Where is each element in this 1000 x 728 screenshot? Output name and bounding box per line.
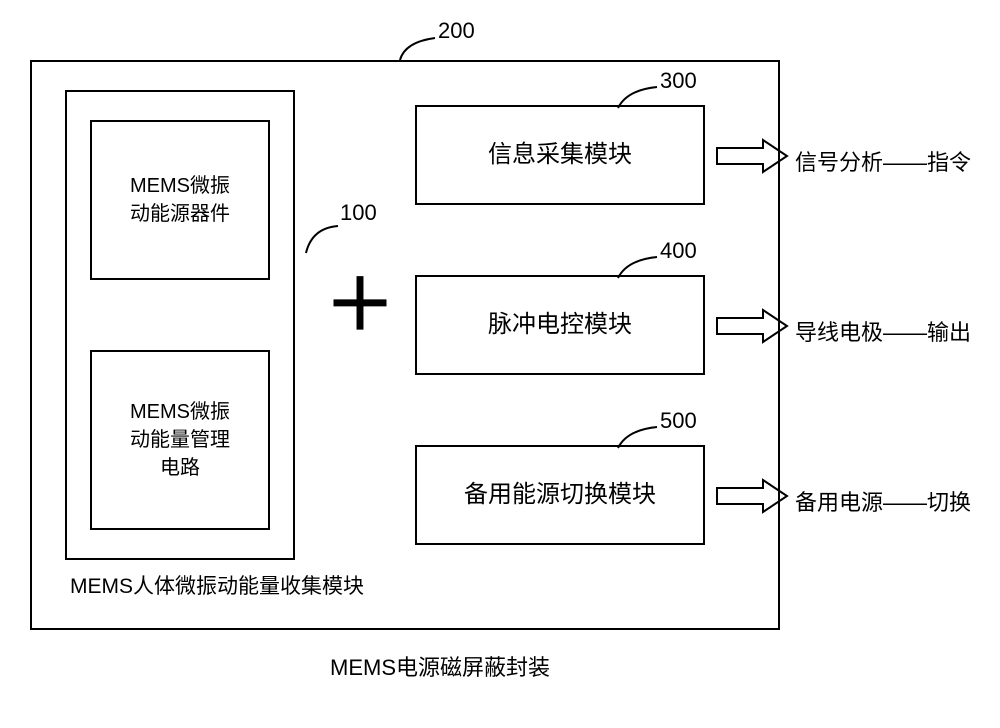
arrow-3-icon: [715, 478, 790, 514]
output-1-label: 信号分析——指令: [795, 145, 971, 177]
info-collect-module-box: 信息采集模块: [415, 105, 705, 205]
pulse-control-label: 脉冲电控模块: [488, 308, 632, 342]
output-3-label: 备用电源——切换: [795, 485, 971, 517]
outer-package-caption: MEMS电源磁屏蔽封装: [330, 650, 550, 682]
plus-icon: ＋: [325, 270, 395, 340]
backup-energy-switch-module-box: 备用能源切换模块: [415, 445, 705, 545]
info-collect-label: 信息采集模块: [488, 138, 632, 172]
ref-500-curve: [612, 420, 667, 460]
mems-energy-mgmt-circuit-box: MEMS微振 动能量管理 电路: [90, 350, 270, 530]
backup-switch-label: 备用能源切换模块: [464, 478, 656, 512]
energy-collect-caption: MEMS人体微振动能量收集模块: [70, 570, 364, 600]
arrow-2-icon: [715, 308, 790, 344]
arrow-1-icon: [715, 138, 790, 174]
mems-mgmt-label: MEMS微振 动能量管理 电路: [130, 398, 230, 482]
output-2-label: 导线电极——输出: [795, 315, 971, 347]
mems-source-label: MEMS微振 动能源器件: [130, 172, 230, 228]
mems-vibration-source-device-box: MEMS微振 动能源器件: [90, 120, 270, 280]
ref-100-curve: [300, 218, 350, 268]
ref-200-curve: [395, 30, 455, 75]
ref-300-curve: [612, 80, 667, 120]
pulse-control-module-box: 脉冲电控模块: [415, 275, 705, 375]
ref-400-curve: [612, 250, 667, 290]
